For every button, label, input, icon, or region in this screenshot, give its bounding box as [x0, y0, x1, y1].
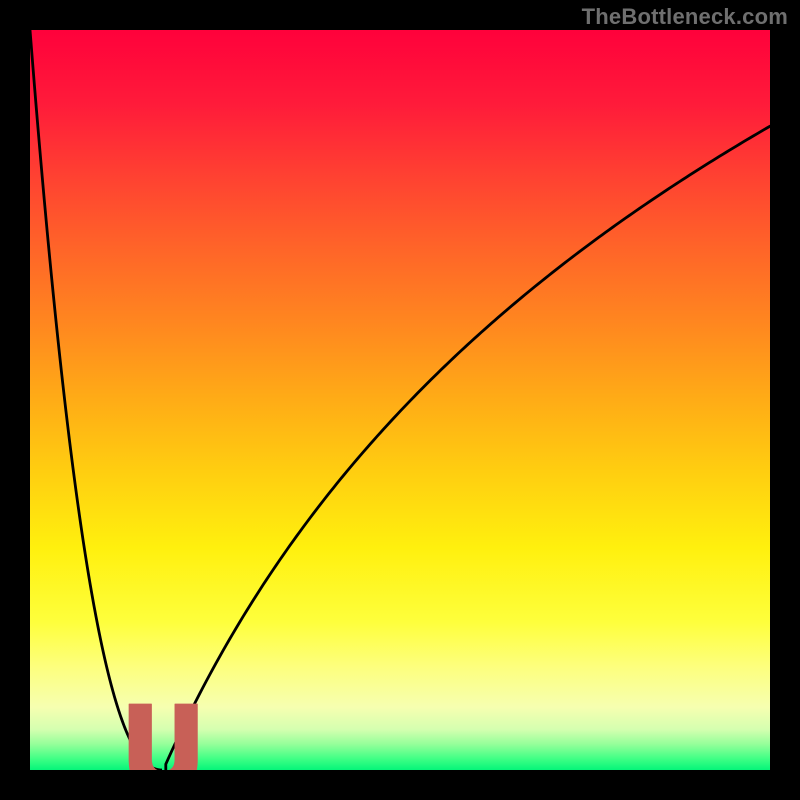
bottleneck-chart	[0, 0, 800, 800]
chart-outer-frame: TheBottleneck.com	[0, 0, 800, 800]
gradient-background	[30, 30, 770, 770]
